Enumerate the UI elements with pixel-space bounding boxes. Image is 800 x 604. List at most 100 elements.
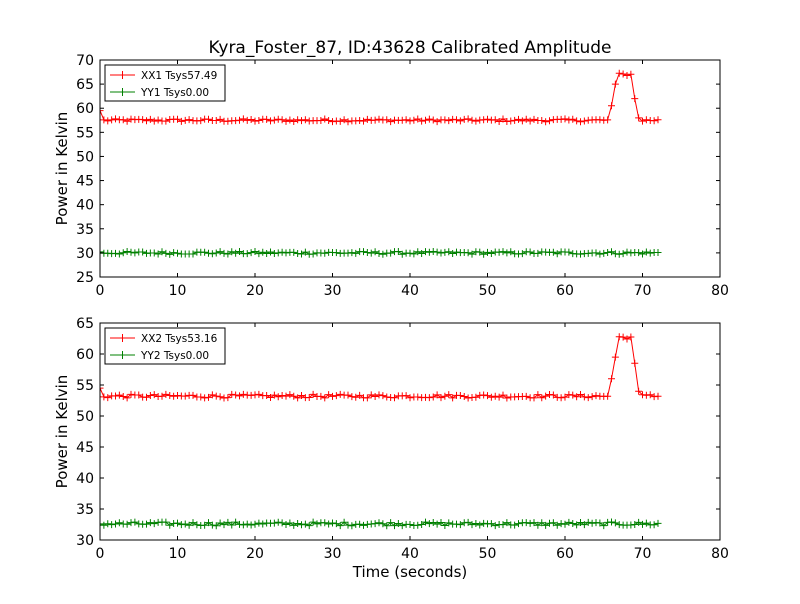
data-point [166, 250, 174, 258]
data-point [305, 522, 313, 530]
data-point [631, 95, 639, 103]
data-point [375, 391, 383, 399]
data-point [181, 116, 189, 124]
y-tick-label: 35 [76, 502, 94, 518]
data-point [522, 519, 530, 527]
data-point [429, 116, 437, 124]
y-tick-label: 50 [76, 149, 94, 165]
data-point [654, 519, 662, 527]
data-point [270, 250, 278, 258]
data-point [108, 116, 116, 124]
data-point [654, 116, 662, 124]
legend-label: XX1 Tsys57.49 [141, 70, 217, 82]
data-point [174, 391, 181, 399]
data-point [181, 392, 189, 400]
data-point [433, 248, 441, 256]
legend: XX1 Tsys57.49 YY1 Tsys0.00 [104, 64, 226, 102]
data-point [290, 392, 298, 400]
data-point [205, 519, 212, 527]
data-point [177, 117, 185, 125]
data-point [154, 250, 162, 258]
x-tick-label: 70 [634, 283, 652, 299]
data-point [371, 520, 379, 528]
data-point [162, 249, 170, 257]
data-point [379, 520, 387, 528]
data-point [100, 107, 104, 115]
data-point [348, 249, 356, 257]
legend-box [104, 327, 226, 365]
data-point [631, 359, 639, 367]
data-point [298, 521, 305, 529]
data-point [534, 391, 542, 399]
x-tick-label: 50 [479, 283, 497, 299]
data-point [596, 116, 604, 124]
legend-label: YY1 Tsys0.00 [140, 87, 209, 99]
data-point [635, 387, 643, 395]
data-point [588, 393, 596, 401]
x-tick-label: 10 [169, 283, 187, 299]
data-point [100, 520, 104, 528]
y-tick-label: 65 [76, 77, 94, 93]
data-point [197, 393, 205, 401]
data-point [484, 392, 491, 400]
data-point [507, 248, 515, 256]
data-point [208, 250, 216, 258]
data-point [344, 521, 352, 529]
data-point [526, 519, 534, 527]
data-point [406, 117, 414, 125]
data-point [573, 117, 581, 125]
data-point [255, 116, 263, 124]
data-point [123, 117, 131, 125]
data-point [189, 250, 197, 258]
data-point [270, 391, 278, 399]
data-point [340, 518, 348, 526]
data-point [127, 390, 135, 398]
data-point [433, 520, 441, 528]
data-point [367, 249, 375, 257]
y-tick-label: 35 [76, 222, 94, 238]
data-point [201, 248, 209, 256]
data-point [143, 393, 150, 401]
data-point [600, 522, 608, 530]
data-point [123, 394, 131, 402]
data-point [569, 115, 577, 123]
data-point [402, 392, 410, 400]
data-point [123, 248, 131, 256]
data-point [181, 520, 189, 528]
data-point [174, 249, 181, 257]
data-point [557, 520, 565, 528]
data-point [243, 116, 251, 124]
data-point [174, 519, 181, 527]
data-point [119, 116, 127, 124]
data-point [650, 521, 658, 529]
data-point [577, 118, 584, 126]
data-point [166, 392, 174, 400]
data-point [278, 392, 286, 400]
data-point [108, 521, 116, 529]
data-point [441, 248, 449, 256]
data-point [193, 521, 201, 529]
data-point [298, 117, 305, 125]
data-point [468, 250, 476, 258]
data-point [608, 102, 615, 110]
x-tick-label: 0 [96, 283, 105, 299]
x-tick-label: 10 [169, 546, 187, 562]
data-point [596, 250, 604, 258]
data-point [460, 392, 468, 400]
data-point [325, 391, 333, 399]
x-tick-label: 20 [246, 546, 264, 562]
data-point [604, 392, 612, 400]
data-point [360, 248, 367, 256]
data-point [549, 248, 557, 256]
data-point [441, 116, 449, 124]
data-point [611, 80, 619, 88]
data-point [115, 519, 123, 527]
data-point [584, 518, 592, 526]
data-point [530, 394, 538, 402]
data-point [325, 520, 333, 528]
data-point [573, 393, 581, 401]
data-point [360, 117, 367, 125]
data-point [177, 521, 185, 529]
x-tick-label: 60 [556, 283, 574, 299]
